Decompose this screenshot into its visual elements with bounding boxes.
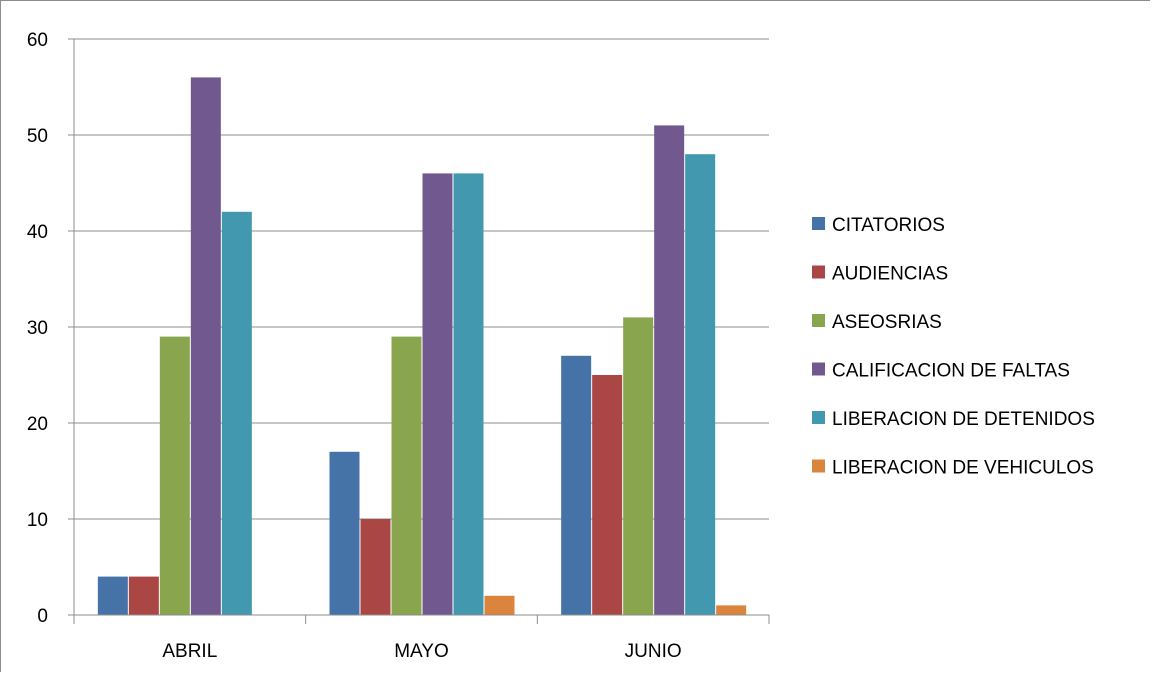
bar — [561, 355, 592, 615]
bar — [592, 375, 623, 615]
y-tick-label: 50 — [27, 126, 48, 147]
legend-swatch — [812, 362, 825, 376]
legend-label: CITATORIOS — [832, 215, 945, 236]
legend-label: LIBERACION DE DETENIDOS — [832, 409, 1095, 430]
y-tick-label: 60 — [27, 30, 48, 51]
legend-swatch — [812, 411, 825, 424]
legend-swatch — [812, 459, 825, 473]
legend: CITATORIOS AUDIENCIAS ASEOSRIAS CALIFICACIO… — [812, 215, 1095, 479]
bar — [453, 173, 484, 615]
legend-swatch — [812, 314, 825, 327]
bar — [97, 576, 128, 615]
x-tick-label: JUNIO — [625, 641, 682, 662]
y-tick-label: 10 — [27, 510, 48, 531]
x-tick-label: MAYO — [394, 641, 449, 662]
bar — [685, 154, 716, 615]
y-tick-label: 40 — [27, 222, 48, 243]
legend-swatch — [812, 265, 825, 279]
bar — [716, 605, 747, 615]
x-tick-label: ABRIL — [162, 641, 217, 662]
bar — [221, 211, 252, 616]
y-tick-label: 20 — [27, 414, 48, 435]
bars — [97, 77, 747, 616]
bar — [391, 336, 422, 615]
bar — [623, 317, 654, 615]
bar — [190, 77, 221, 615]
bar — [654, 125, 685, 616]
bar — [422, 173, 453, 615]
bar — [360, 519, 391, 615]
bar — [159, 336, 190, 615]
legend-label: AUDIENCIAS — [832, 264, 948, 285]
legend-label: LIBERACION DE VEHICULOS — [832, 458, 1094, 479]
axes: 0 10 20 30 40 50 60 ABRIL MAYO JUNIO — [27, 30, 770, 662]
y-tick-label: 30 — [27, 318, 48, 339]
y-tick-label: 0 — [37, 606, 48, 627]
bar — [128, 576, 159, 615]
legend-label: CALIFICACION DE FALTAS — [832, 361, 1070, 382]
bar — [329, 451, 360, 615]
legend-label: ASEOSRIAS — [832, 312, 942, 333]
legend-swatch — [812, 217, 825, 230]
bar — [484, 595, 515, 615]
